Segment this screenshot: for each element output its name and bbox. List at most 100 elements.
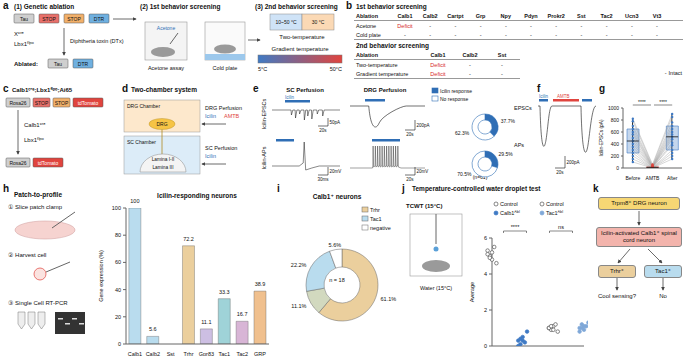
svg-text:DRG Perfusion: DRG Perfusion xyxy=(205,105,242,111)
svg-text:tdTomato: tdTomato xyxy=(38,160,59,166)
svg-text:b: b xyxy=(346,0,352,11)
svg-text:STOP: STOP xyxy=(67,16,81,22)
svg-text:Tau: Tau xyxy=(54,61,62,67)
svg-text:Prokr2: Prokr2 xyxy=(547,13,564,19)
svg-text:33.3: 33.3 xyxy=(219,289,230,295)
svg-text:20s: 20s xyxy=(406,132,414,137)
svg-text:AMTB: AMTB xyxy=(557,94,570,99)
svg-text:38.9: 38.9 xyxy=(255,281,266,287)
svg-text:Tac1: Tac1 xyxy=(219,351,231,356)
svg-text:Icilin-EPSCs (pA): Icilin-EPSCs (pA) xyxy=(599,119,604,156)
svg-text:-: - xyxy=(555,23,557,29)
svg-text:37.7%: 37.7% xyxy=(501,118,516,124)
svg-text:EPSCs: EPSCs xyxy=(514,105,532,111)
svg-text:20s: 20s xyxy=(319,128,327,133)
svg-text:-: - xyxy=(580,32,582,38)
svg-text:-: - xyxy=(656,23,658,29)
svg-text:Grp: Grp xyxy=(476,13,486,19)
svg-text:Cartpt: Cartpt xyxy=(447,13,463,19)
svg-text:Calb1: Calb1 xyxy=(128,351,142,356)
svg-text:-: - xyxy=(505,23,507,29)
svg-text:Acetone assay: Acetone assay xyxy=(148,65,184,71)
svg-text:-: - xyxy=(530,23,532,29)
svg-text:Ablation: Ablation xyxy=(356,13,379,19)
svg-text:5°C: 5°C xyxy=(258,66,267,72)
svg-text:Lamina III: Lamina III xyxy=(152,165,173,170)
svg-text:-: - xyxy=(429,32,431,38)
svg-text:Calb1ᴬᵇˡ: Calb1ᴬᵇˡ xyxy=(500,209,520,216)
svg-text:Icilin: Icilin xyxy=(285,95,294,100)
svg-text:Patch-to-profile: Patch-to-profile xyxy=(14,191,62,199)
svg-text:Icilin-EPSCs: Icilin-EPSCs xyxy=(261,98,267,129)
svg-text:GRP: GRP xyxy=(254,351,266,356)
svg-text:Acetone: Acetone xyxy=(356,23,376,29)
svg-text:Tau: Tau xyxy=(20,16,28,22)
svg-text:-: - xyxy=(631,23,633,29)
svg-text:5.6%: 5.6% xyxy=(329,242,342,248)
svg-text:Xᶜʳᵉ: Xᶜʳᵉ xyxy=(14,31,25,37)
svg-text:-: - xyxy=(530,32,532,38)
svg-text:STOP: STOP xyxy=(55,100,69,106)
svg-text:70.5%: 70.5% xyxy=(457,171,472,177)
svg-text:SC Chamber: SC Chamber xyxy=(127,139,156,145)
svg-text:SC Perfusion: SC Perfusion xyxy=(286,87,324,93)
svg-text:Icilin: Icilin xyxy=(539,94,548,99)
svg-text:Calb2: Calb2 xyxy=(463,52,478,58)
svg-text:i: i xyxy=(277,183,280,194)
svg-text:Calb2: Calb2 xyxy=(423,13,438,19)
svg-text:Sst: Sst xyxy=(167,351,175,356)
svg-text:200: 200 xyxy=(611,153,620,159)
svg-text:11.1: 11.1 xyxy=(201,319,211,325)
svg-text:Gradient temperature: Gradient temperature xyxy=(356,71,408,77)
svg-text:Ucn3: Ucn3 xyxy=(625,13,638,19)
svg-text:-Intact: -Intact xyxy=(665,70,683,76)
svg-text:11.1%: 11.1% xyxy=(291,303,306,309)
svg-text:****: **** xyxy=(659,99,667,105)
svg-text:Two-temperature: Two-temperature xyxy=(356,62,398,68)
svg-text:29.5%: 29.5% xyxy=(499,151,514,157)
svg-text:Tac2: Tac2 xyxy=(601,13,613,19)
svg-text:SC Perfusion: SC Perfusion xyxy=(205,145,237,151)
svg-text:4: 4 xyxy=(484,271,487,277)
svg-text:Deficit: Deficit xyxy=(397,23,413,29)
svg-text:Two-temperature: Two-temperature xyxy=(279,34,325,40)
svg-text:-: - xyxy=(606,32,608,38)
svg-text:(3) 2nd behavior screening: (3) 2nd behavior screening xyxy=(255,3,338,11)
svg-text:AMTB: AMTB xyxy=(646,175,661,180)
svg-text:30 °C: 30 °C xyxy=(312,19,325,25)
svg-text:6: 6 xyxy=(484,235,487,241)
svg-text:③ Single Cell RT-PCR: ③ Single Cell RT-PCR xyxy=(8,300,68,306)
svg-text:-: - xyxy=(656,32,658,38)
svg-text:Ablation: Ablation xyxy=(356,52,379,58)
svg-text:Deficit: Deficit xyxy=(430,62,446,68)
svg-text:Two-chamber system: Two-chamber system xyxy=(131,86,197,94)
svg-text:DTR: DTR xyxy=(78,61,89,67)
svg-text:-: - xyxy=(480,23,482,29)
svg-text:Before: Before xyxy=(625,175,640,180)
svg-text:100: 100 xyxy=(130,198,139,204)
svg-text:f: f xyxy=(537,83,541,94)
svg-text:72.2: 72.2 xyxy=(183,236,194,242)
svg-text:Calb1: Calb1 xyxy=(431,52,446,58)
svg-text:20mV: 20mV xyxy=(330,169,342,174)
svg-text:-: - xyxy=(469,71,471,77)
svg-text:1st behavior screening: 1st behavior screening xyxy=(356,3,427,11)
svg-text:600: 600 xyxy=(611,129,620,135)
svg-text:Tac1: Tac1 xyxy=(370,216,382,222)
svg-text:-: - xyxy=(429,23,431,29)
svg-text:DRG Chamber: DRG Chamber xyxy=(127,103,160,109)
svg-text:Ablated:: Ablated: xyxy=(14,61,38,67)
svg-text:200pA: 200pA xyxy=(567,160,580,165)
svg-text:Tac2: Tac2 xyxy=(236,351,248,356)
svg-text:20s: 20s xyxy=(556,170,564,175)
svg-text:Acetone: Acetone xyxy=(157,25,176,31)
svg-text:g: g xyxy=(599,83,605,94)
svg-text:Vt3: Vt3 xyxy=(653,13,662,19)
svg-text:20mV: 20mV xyxy=(417,169,429,174)
svg-text:c: c xyxy=(3,83,9,94)
svg-text:80: 80 xyxy=(115,232,121,238)
svg-text:Gradient temperature: Gradient temperature xyxy=(271,46,329,52)
svg-text:Icilin: Icilin xyxy=(205,113,216,119)
svg-text:Trhr: Trhr xyxy=(370,207,380,213)
svg-text:-: - xyxy=(454,32,456,38)
